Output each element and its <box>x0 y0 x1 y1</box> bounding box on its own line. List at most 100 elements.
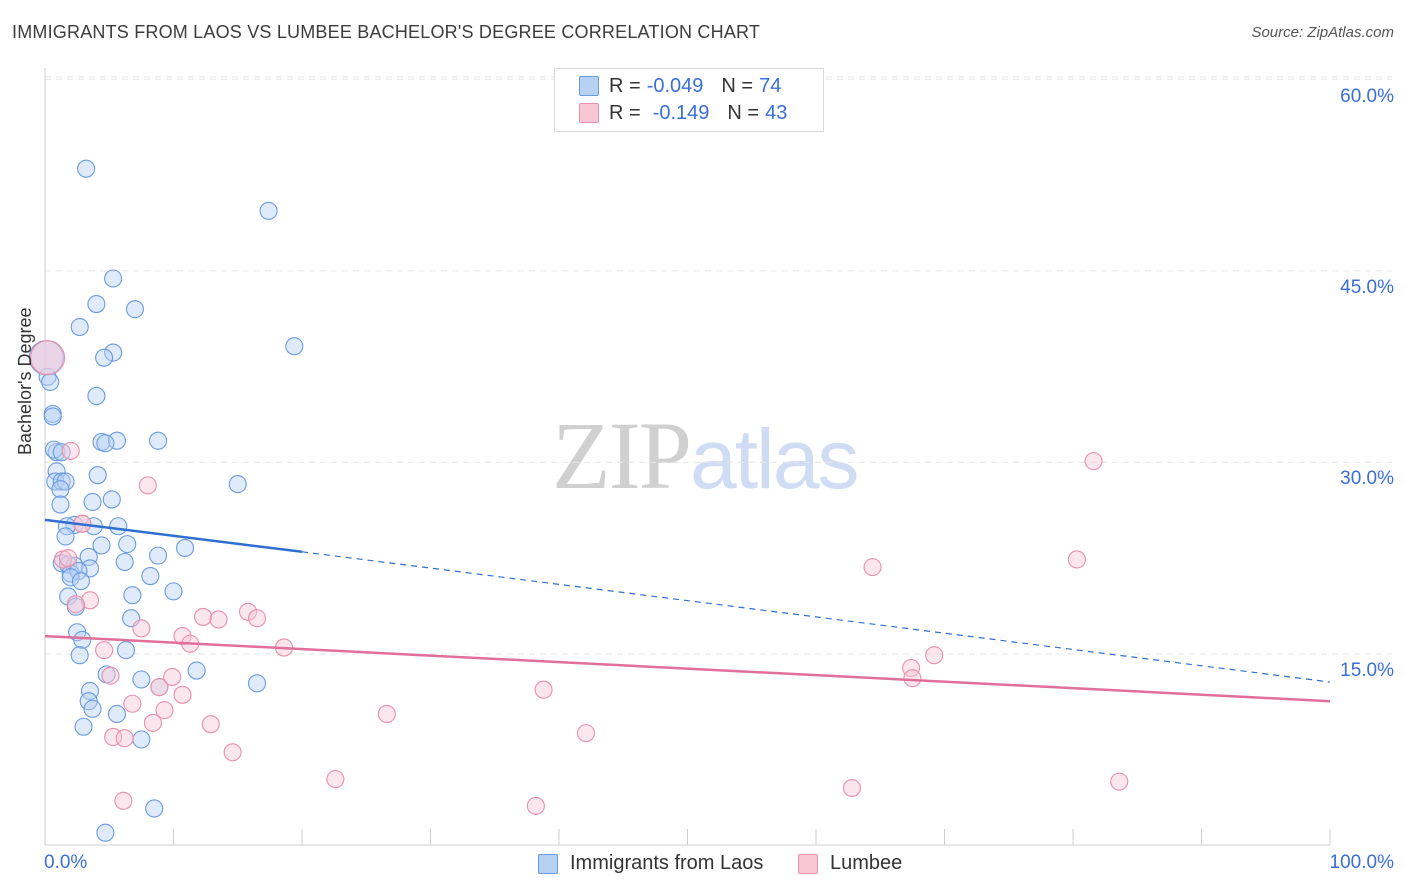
lumbee-point <box>1067 550 1086 569</box>
lumbee-point <box>30 340 66 376</box>
laos-point <box>87 295 106 314</box>
legend-r-label: R = <box>609 101 641 124</box>
lumbee-point <box>66 595 85 614</box>
laos-point <box>109 517 128 536</box>
x-tick-0: 0.0% <box>44 852 88 873</box>
laos-point <box>187 661 206 680</box>
watermark: ZIPatlas <box>552 400 859 511</box>
lumbee-point <box>104 727 123 747</box>
lumbee-point <box>173 627 192 646</box>
lumbee-point <box>80 591 100 610</box>
lumbee-point <box>534 680 553 699</box>
laos-point <box>70 317 89 337</box>
laos-point <box>80 559 100 578</box>
series-lumbee-points <box>30 340 1129 815</box>
laos-point <box>118 535 137 554</box>
lumbee-point <box>903 669 922 688</box>
watermark-zip: ZIP <box>552 402 692 509</box>
legend-r-label: R = <box>609 74 641 97</box>
laos-point <box>83 699 102 718</box>
laos-point <box>52 443 71 462</box>
lumbee-point <box>61 441 80 460</box>
laos-point <box>141 567 160 586</box>
bottom-legend-label-laos: Immigrants from Laos <box>570 852 764 874</box>
lumbee-point <box>138 476 157 495</box>
laos-point <box>51 480 70 499</box>
laos-point <box>47 443 66 462</box>
lumbee-point <box>163 667 182 686</box>
chart-title: IMMIGRANTS FROM LAOS VS LUMBEE BACHELOR'… <box>12 22 761 42</box>
legend: R = -0.049 N = 74 R = -0.149 N = 43 <box>554 68 824 132</box>
lumbee-point <box>95 641 114 660</box>
x-tick-100: 100.0% <box>1329 852 1394 873</box>
trend-line-laos <box>44 518 303 554</box>
trend-line-laos-dashed <box>301 551 1331 683</box>
laos-point <box>149 546 168 565</box>
laos-point <box>228 475 247 494</box>
lumbee-point <box>123 694 142 713</box>
lumbee-point <box>194 607 213 626</box>
lumbee-point <box>377 704 396 724</box>
lumbee-point <box>101 666 120 685</box>
laos-point <box>107 704 127 724</box>
lumbee-point <box>155 701 174 720</box>
laos-point <box>77 159 96 178</box>
laos-point <box>59 587 78 606</box>
lumbee-point <box>115 729 134 748</box>
legend-r-value-lumbee: -0.149 <box>652 101 710 124</box>
laos-point <box>104 269 123 288</box>
bottom-legend-swatch-lumbee <box>798 853 818 874</box>
lumbee-point <box>238 602 258 621</box>
bottom-legend-swatch-laos <box>538 853 558 874</box>
laos-point <box>259 201 278 220</box>
lumbee-point <box>842 778 862 798</box>
lumbee-point <box>143 713 162 732</box>
laos-point <box>176 538 195 558</box>
laos-point <box>73 630 92 649</box>
lumbee-point <box>150 678 169 697</box>
lumbee-point <box>1084 452 1103 471</box>
y-tick-30: 30.0% <box>1340 468 1394 489</box>
laos-point <box>149 431 168 450</box>
y-tick-15: 15.0% <box>1340 660 1394 681</box>
bottom-legend-label-lumbee: Lumbee <box>830 852 903 874</box>
axes <box>44 68 1331 846</box>
laos-point <box>41 372 60 391</box>
laos-point <box>74 717 93 736</box>
watermark-atlas: atlas <box>690 412 859 506</box>
laos-point <box>107 431 127 450</box>
laos-point <box>79 547 98 566</box>
lumbee-point <box>925 646 944 665</box>
source-label: Source: ZipAtlas.com <box>1251 24 1394 41</box>
lumbee-point <box>526 796 545 815</box>
lumbee-point <box>132 619 151 638</box>
lumbee-point <box>114 791 133 810</box>
laos-point <box>164 582 183 601</box>
legend-r-value-laos: -0.049 <box>646 74 704 97</box>
laos-point <box>123 586 142 605</box>
lumbee-point <box>59 549 78 568</box>
lumbee-point <box>576 724 596 743</box>
laos-point <box>115 552 134 572</box>
laos-point <box>285 337 304 356</box>
bottom-legend-lumbee: Lumbee <box>798 852 902 875</box>
trend-lines <box>44 518 1331 703</box>
legend-row-laos: R = -0.049 N = 74 <box>579 73 781 99</box>
laos-point <box>96 434 115 453</box>
lumbee-point <box>209 610 228 629</box>
gridlines <box>45 76 1392 655</box>
legend-swatch-lumbee <box>579 103 599 123</box>
legend-n-label: N = <box>727 101 760 124</box>
laos-point <box>125 300 144 319</box>
legend-swatch-laos <box>579 76 599 96</box>
laos-point <box>51 495 70 514</box>
lumbee-point <box>863 558 882 577</box>
laos-point <box>132 730 151 749</box>
laos-point <box>61 568 80 587</box>
laos-point <box>104 343 123 362</box>
lumbee-point <box>1110 772 1129 791</box>
laos-point <box>43 407 62 426</box>
laos-point <box>116 641 136 660</box>
legend-n-value-lumbee: 43 <box>765 101 788 124</box>
laos-point <box>95 348 114 367</box>
